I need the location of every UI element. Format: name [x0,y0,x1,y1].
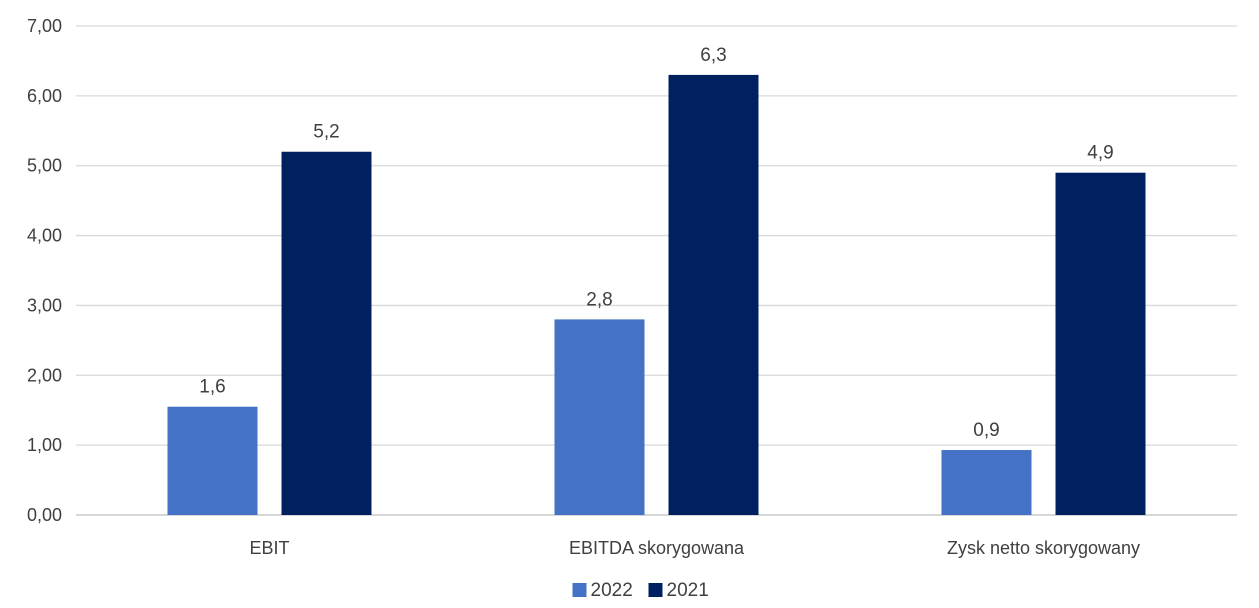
y-tick-label: 4,00 [27,226,62,246]
legend-label-2022: 2022 [591,580,633,601]
legend-swatch-2021 [648,583,663,597]
x-axis-categories: EBIT EBITDA skorygowana Zysk netto skorygo… [249,538,1140,558]
data-label: 2,8 [586,289,612,310]
bars [167,74,1146,516]
bar-2022-2 [941,450,1032,515]
data-label: 4,9 [1087,143,1113,164]
bar-2022-0 [167,406,258,515]
bar-2021-0 [281,151,372,515]
bar-2022-1 [554,319,645,515]
data-label: 5,2 [313,122,339,143]
data-label: 6,3 [700,45,726,66]
y-tick-label: 6,00 [27,86,62,106]
legend: 2022 2021 [572,580,709,601]
bar-2021-1 [668,74,759,516]
y-tick-label: 3,00 [27,295,62,315]
data-label: 1,6 [199,377,225,398]
y-tick-label: 5,00 [27,156,62,176]
legend-swatch-2022 [572,583,587,597]
y-tick-label: 0,00 [27,505,62,525]
category-label: EBITDA skorygowana [569,538,745,558]
category-label: Zysk netto skorygowany [947,538,1140,558]
y-axis-ticks: 0,00 1,00 2,00 3,00 4,00 5,00 6,00 7,00 [27,16,62,525]
gridlines [76,25,1237,516]
category-label: EBIT [249,538,289,558]
data-labels: 1,6 5,2 2,8 6,3 0,9 4,9 [199,45,1113,441]
y-tick-label: 2,00 [27,365,62,385]
y-tick-label: 1,00 [27,435,62,455]
bar-2021-2 [1055,172,1146,515]
y-tick-label: 7,00 [27,16,62,36]
data-label: 0,9 [973,420,999,441]
legend-label-2021: 2021 [667,580,709,601]
